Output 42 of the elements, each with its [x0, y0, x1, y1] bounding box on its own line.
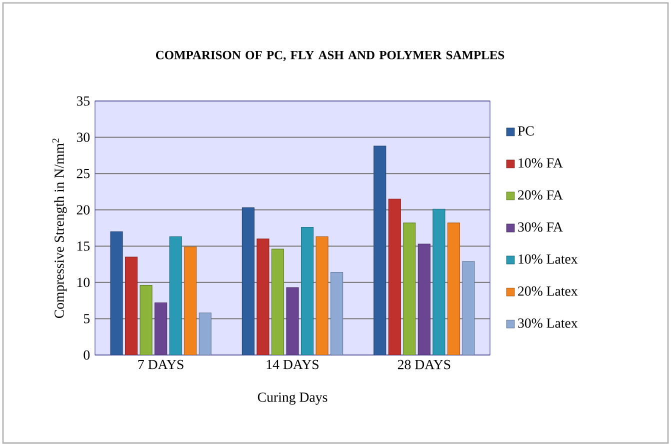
y-tick-label: 10	[77, 278, 90, 288]
bar	[388, 198, 401, 355]
bar	[198, 312, 212, 355]
legend-label: 30% Latex	[518, 318, 578, 328]
bar	[418, 244, 430, 355]
y-tick-label: 25	[76, 168, 90, 178]
x-tick-label: 7 DAYS	[138, 360, 184, 370]
y-tick-label: 35	[76, 96, 90, 106]
bar	[330, 272, 344, 355]
x-axis-title: Curing Days	[258, 392, 328, 405]
bar	[184, 246, 197, 355]
bar	[316, 236, 328, 355]
bar	[403, 222, 416, 355]
legend-label: 20% FA	[518, 190, 563, 200]
bar	[432, 208, 446, 355]
y-axis-title: Compressive Strength in N/mm$^{2}$	[52, 138, 67, 318]
y-tick-label: 0	[84, 350, 90, 360]
legend-label: 10% FA	[518, 158, 563, 168]
bar	[447, 222, 460, 355]
bar	[462, 261, 475, 355]
bar	[110, 231, 123, 355]
bar	[125, 256, 138, 355]
legend-label: 10% Latex	[518, 254, 578, 264]
bar	[169, 236, 182, 355]
x-tick-label: 28 DAYS	[398, 360, 450, 370]
x-tick-label: 14 DAYS	[266, 360, 318, 370]
bar	[140, 285, 152, 355]
bar	[286, 287, 299, 355]
y-tick-label: 20	[76, 205, 90, 215]
legend-label: 20% Latex	[518, 286, 578, 296]
y-tick-label: 5	[84, 314, 90, 324]
legend-label: PC	[518, 126, 534, 136]
legend-label: 30% FA	[518, 222, 563, 232]
bar	[300, 227, 314, 355]
bar	[154, 302, 168, 355]
bar	[256, 238, 270, 355]
bar	[242, 207, 254, 355]
y-tick-label: 30	[76, 132, 90, 142]
y-tick-label: 15	[77, 242, 90, 251]
bar	[271, 248, 284, 355]
chart-title: COMPARISON OF PC, FLY ASH AND POLYMER SAMPLES	[156, 50, 504, 62]
bar	[374, 146, 386, 355]
